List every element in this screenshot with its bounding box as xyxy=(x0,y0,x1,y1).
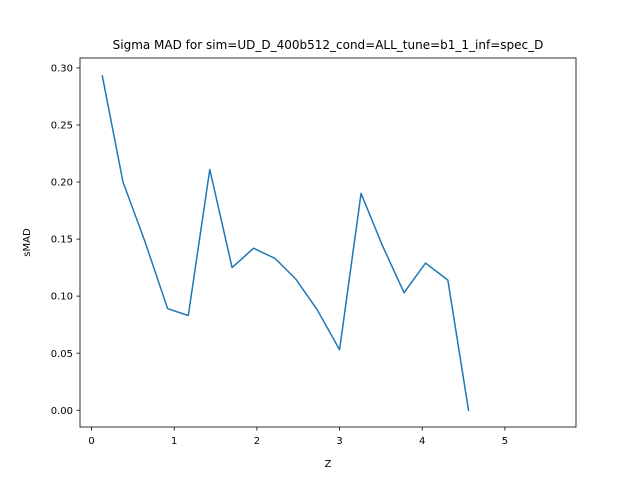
y-tick-label: 0.10 xyxy=(51,292,73,303)
x-axis: 0 1 2 3 4 5 xyxy=(88,427,508,447)
x-tick-label: 1 xyxy=(171,436,177,447)
y-tick-label: 0.15 xyxy=(51,235,73,246)
x-tick-label: 3 xyxy=(336,436,342,447)
y-axis-label: sMAD xyxy=(22,228,33,257)
series-line xyxy=(101,75,470,412)
x-axis-label: Z xyxy=(325,459,332,470)
y-tick-label: 0.25 xyxy=(51,121,73,132)
y-tick-label: 0.20 xyxy=(51,178,73,189)
x-tick-label: 4 xyxy=(419,436,425,447)
y-axis: 0.00 0.05 0.10 0.15 0.20 0.25 0.30 xyxy=(51,64,80,417)
plot-area xyxy=(101,75,470,412)
axes-frame xyxy=(79,57,577,428)
y-tick-label: 0.05 xyxy=(51,349,73,360)
chart-title: Sigma MAD for sim=UD_D_400b512_cond=ALL_… xyxy=(113,38,544,52)
y-tick-label: 0.30 xyxy=(51,64,73,75)
y-tick-label: 0.00 xyxy=(51,406,73,417)
x-tick-label: 0 xyxy=(88,436,94,447)
x-tick-label: 2 xyxy=(254,436,260,447)
x-tick-label: 5 xyxy=(502,436,508,447)
